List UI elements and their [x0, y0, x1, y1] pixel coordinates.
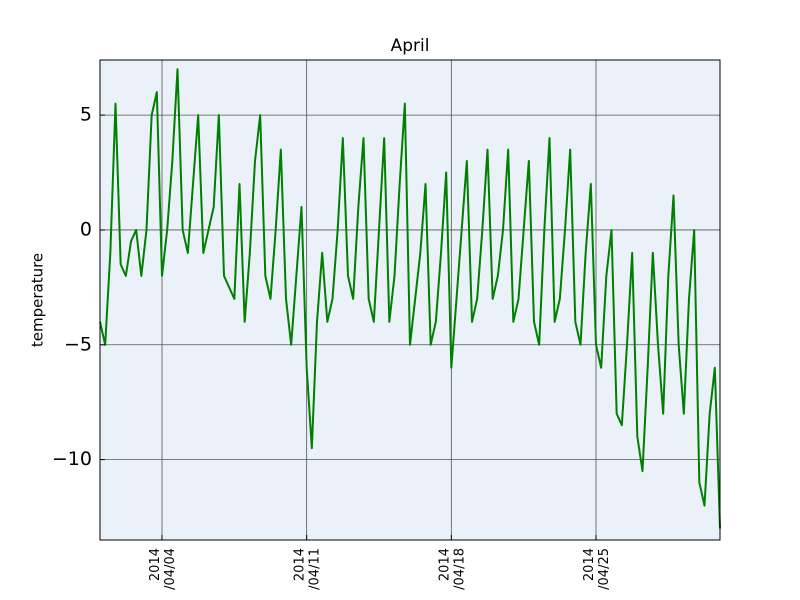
- y-tick-label: 0: [80, 218, 92, 240]
- chart-title: April: [391, 36, 430, 56]
- y-axis-label: temperature: [29, 253, 47, 347]
- y-tick-label: −10: [52, 448, 92, 470]
- x-tick-label: 2014/04/11: [292, 548, 322, 590]
- line-series: [99, 68, 721, 529]
- plot-frame: [99, 59, 721, 541]
- x-tick-label: 2014/04/25: [582, 548, 612, 590]
- x-tick-label: 2014/04/04: [148, 548, 178, 590]
- y-tick-label: −5: [64, 333, 92, 355]
- x-tick-label: 2014/04/18: [437, 548, 467, 590]
- y-tick-label: 5: [80, 104, 92, 126]
- marks: [99, 68, 721, 529]
